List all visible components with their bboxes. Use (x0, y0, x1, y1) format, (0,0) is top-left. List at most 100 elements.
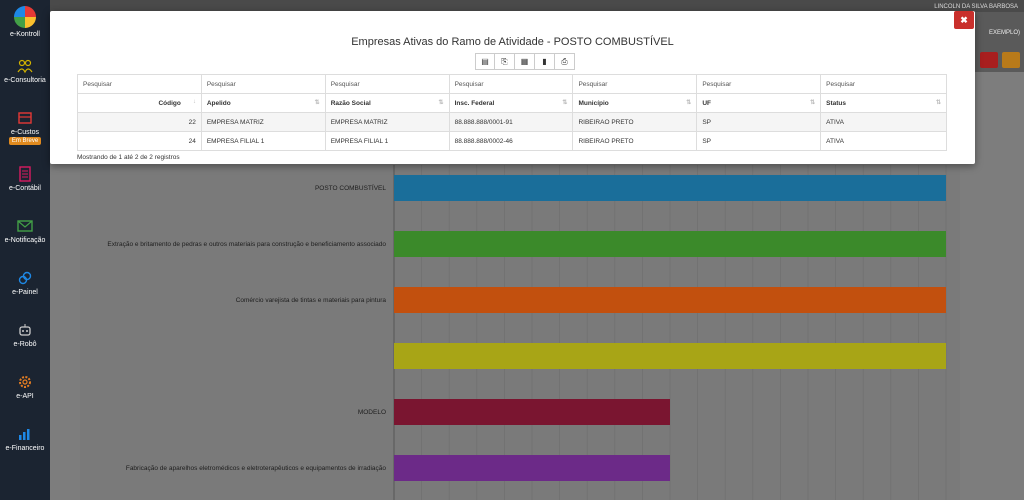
sidebar-item-econtabil[interactable]: e-Contábil (0, 166, 50, 192)
youtube-button[interactable] (980, 52, 998, 68)
cell-razao: EMPRESA MATRIZ (324, 112, 450, 132)
csv-icon[interactable]: ▤ (475, 53, 495, 70)
col-razao[interactable]: Razão Social ⇅ (324, 93, 450, 113)
col-apelido[interactable]: Apelido ⇅ (200, 93, 326, 113)
search-apelido[interactable]: Pesquisar (200, 74, 326, 94)
cell-uf: SP (696, 112, 822, 132)
col-label: Código (158, 99, 181, 107)
col-municipio[interactable]: Município ⇅ (572, 93, 698, 113)
sidebar-item-label: e-Contábil (9, 185, 41, 192)
coming-soon-badge: Em Breve (8, 137, 42, 145)
category-label: Extração e britamento de pedras e outros… (107, 241, 386, 248)
sidebar-item-label: e-Notificação (4, 237, 46, 244)
sidebar: e-Kontroll e-Consultoria e-Custos Em Bre… (0, 0, 50, 500)
col-status[interactable]: Status ⇅ (820, 93, 947, 113)
company-selector[interactable]: EXEMPLO) (988, 30, 1020, 36)
category-label: POSTO COMBUSTÍVEL (315, 183, 386, 192)
sort-icon: ⇅ (314, 100, 320, 106)
sidebar-item-label: e-Consultoria (4, 77, 46, 84)
search-municipio[interactable]: Pesquisar (572, 74, 698, 94)
header-row: Código ↓ Apelido ⇅ Razão Social ⇅ Insc. Fed… (77, 93, 947, 113)
cell-razao: EMPRESA FILIAL 1 (324, 131, 450, 151)
col-codigo[interactable]: Código ↓ (77, 93, 202, 113)
pdf-icon[interactable]: ▮ (535, 53, 555, 70)
table-info: Mostrando de 1 até 2 de 2 registros (77, 154, 180, 161)
category-label: Comércio varejista de tintas e materiais… (236, 297, 387, 304)
sidebar-item-efinanceiro[interactable]: e-Financeiro (0, 426, 50, 452)
search-insc[interactable]: Pesquisar (448, 74, 574, 94)
search-codigo[interactable]: Pesquisar (77, 74, 202, 94)
col-label: Apelido (206, 99, 231, 107)
chart-bar[interactable] (394, 343, 946, 369)
col-label: Município (578, 99, 609, 107)
cell-municipio: RIBEIRAO PRETO (572, 112, 698, 132)
link-icon (18, 271, 32, 285)
excel-icon[interactable]: ▦ (515, 53, 535, 70)
cell-codigo: 22 (77, 112, 202, 132)
sort-icon: ⇅ (810, 100, 816, 106)
table-row[interactable]: 22 EMPRESA MATRIZ EMPRESA MATRIZ 88.888.… (77, 112, 947, 132)
bar-chart: POSTO COMBUSTÍVEL Extração e britamento d… (107, 165, 947, 500)
cost-icon (18, 112, 32, 124)
search-status[interactable]: Pesquisar (820, 74, 947, 94)
ledger-icon (19, 166, 31, 182)
sidebar-item-label: e-Custos (10, 129, 39, 136)
search-razao[interactable]: Pesquisar (324, 74, 450, 94)
table-row[interactable]: 24 EMPRESA FILIAL 1 EMPRESA FILIAL 1 88.… (77, 131, 947, 151)
chart-bar[interactable] (394, 399, 670, 425)
chart-bar[interactable] (394, 287, 946, 313)
export-toolbar: ▤ ⎘ ▦ ▮ ⎙ (475, 53, 575, 70)
cell-codigo: 24 (77, 131, 202, 151)
col-label: UF (702, 99, 711, 107)
cell-insc: 88.888.888/0002-46 (448, 131, 574, 151)
search-row: Pesquisar Pesquisar Pesquisar Pesquisar … (77, 74, 947, 94)
sort-icon: ⇅ (438, 100, 444, 106)
search-uf[interactable]: Pesquisar (696, 74, 822, 94)
close-button[interactable]: ✖ (954, 11, 974, 29)
chart-icon (19, 429, 30, 440)
chart-bar[interactable] (394, 231, 946, 257)
mail-icon (17, 220, 33, 232)
robot-icon (19, 324, 31, 336)
cell-uf: SP (696, 131, 822, 151)
chart-bar[interactable] (394, 455, 670, 481)
companies-table: Pesquisar Pesquisar Pesquisar Pesquisar … (77, 74, 947, 151)
sort-icon: ⇅ (686, 100, 692, 106)
chart-area (80, 165, 960, 500)
category-label: Fabricação de aparelhos eletromédicos e … (126, 465, 387, 472)
sort-icon: ⇅ (562, 100, 568, 106)
col-uf[interactable]: UF ⇅ (696, 93, 822, 113)
sidebar-item-enotificacao[interactable]: e-Notificação (0, 218, 50, 244)
col-insc[interactable]: Insc. Federal ⇅ (448, 93, 574, 113)
sidebar-item-econsultoria[interactable]: e-Consultoria (0, 58, 50, 84)
people-icon (17, 59, 33, 74)
cell-municipio: RIBEIRAO PRETO (572, 131, 698, 151)
cell-status: ATIVA (820, 131, 947, 151)
sidebar-item-label: e-Painel (12, 289, 38, 296)
gear-icon (19, 376, 31, 388)
notes-button[interactable] (1002, 52, 1020, 68)
copy-icon[interactable]: ⎘ (495, 53, 515, 70)
col-label: Status (826, 99, 847, 107)
sidebar-item-erobo[interactable]: e-Robô (0, 322, 50, 348)
print-icon[interactable]: ⎙ (555, 53, 575, 70)
sidebar-item-ecustos[interactable]: e-Custos Em Breve (0, 110, 50, 145)
sidebar-item-epainel[interactable]: e-Painel (0, 270, 50, 296)
companies-modal: Empresas Ativas do Ramo de Atividade - P… (50, 11, 975, 164)
cell-status: ATIVA (820, 112, 947, 132)
sidebar-item-label: e-API (16, 393, 34, 400)
sidebar-item-label: e-Kontroll (10, 31, 40, 38)
user-name[interactable]: LINCOLN DA SILVA BARBOSA (934, 4, 1018, 10)
sidebar-item-eapi[interactable]: e-API (0, 374, 50, 400)
top-bar: LINCOLN DA SILVA BARBOSA (50, 0, 1024, 12)
cell-insc: 88.888.888/0001-91 (448, 112, 574, 132)
modal-title: Empresas Ativas do Ramo de Atividade - P… (351, 36, 674, 48)
sort-icon: ⇅ (935, 100, 941, 106)
sidebar-item-ekontroll[interactable]: e-Kontroll (0, 6, 50, 38)
chart-bar[interactable] (394, 175, 946, 201)
logo-icon (14, 6, 36, 28)
sort-asc-icon: ↓ (192, 99, 196, 105)
sidebar-item-label: e-Financeiro (5, 445, 45, 452)
cell-apelido: EMPRESA MATRIZ (200, 112, 326, 132)
category-label: MODELO (358, 409, 386, 416)
